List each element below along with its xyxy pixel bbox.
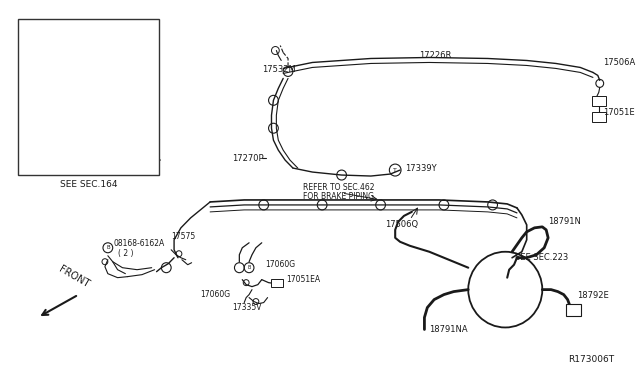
Bar [271, 279, 283, 286]
Text: 17270P: 17270P [232, 154, 264, 163]
Text: 18792E: 18792E [577, 291, 609, 300]
Text: SEE SEC.223: SEE SEC.223 [515, 253, 568, 262]
Text: 17506Q: 17506Q [385, 220, 419, 229]
Text: 17506A: 17506A [603, 58, 635, 67]
Text: 17339Y: 17339Y [405, 164, 436, 173]
Text: 18791N: 18791N [548, 217, 581, 227]
Text: 17051E: 17051E [603, 108, 634, 117]
Bar [592, 112, 605, 122]
Text: 17060G: 17060G [200, 290, 230, 299]
Text: B: B [106, 245, 109, 250]
Text: B: B [248, 265, 251, 270]
Text: 17051EA: 17051EA [286, 275, 320, 284]
Text: 17575: 17575 [171, 232, 195, 241]
Text: ( 2 ): ( 2 ) [118, 249, 133, 258]
Text: 17060G: 17060G [266, 260, 296, 269]
Text: T: T [393, 167, 397, 173]
Text: REFER TO SEC.462: REFER TO SEC.462 [303, 183, 374, 192]
Text: FRONT: FRONT [57, 264, 91, 290]
Bar [18, 19, 159, 175]
Text: 17335V: 17335V [232, 303, 262, 312]
Bar [566, 304, 581, 315]
Text: SEE SEC.164: SEE SEC.164 [60, 180, 117, 189]
Text: 18791NA: 18791NA [429, 325, 468, 334]
Text: R173006T: R173006T [568, 355, 614, 364]
Text: 17226R: 17226R [420, 51, 452, 60]
Text: 17532M: 17532M [262, 65, 296, 74]
Bar [592, 96, 605, 106]
Text: FOR BRAKE PIPING: FOR BRAKE PIPING [303, 192, 374, 201]
Text: 08168-6162A: 08168-6162A [114, 239, 165, 248]
